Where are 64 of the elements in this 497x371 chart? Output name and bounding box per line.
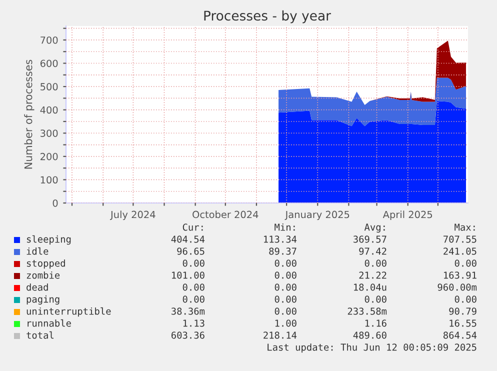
y-tick-label: 0 — [52, 199, 58, 207]
text: 1.13 — [183, 320, 204, 327]
text: 0.00 — [274, 284, 296, 291]
text: Last update: Thu Jun 12 00:05:09 2025 — [268, 343, 476, 353]
text: 233.58m — [348, 308, 387, 315]
y-tick-label: 700 — [40, 36, 58, 44]
text: 21.22 — [359, 272, 386, 279]
y-axis-title: Number of processes — [24, 60, 34, 169]
legend-label: sleeping — [26, 235, 71, 245]
legend-label: stopped — [26, 259, 65, 269]
text: 18.04u — [354, 284, 386, 291]
y-tick-label: 300 — [40, 130, 58, 137]
text: 404.54 — [171, 236, 205, 243]
legend-label: zombie — [26, 271, 60, 279]
y-tick-label: 100 — [40, 176, 58, 184]
text: 218.14 — [264, 332, 297, 339]
text: 0.00 — [364, 260, 386, 267]
text: 0.00 — [274, 308, 296, 315]
text: 113.34 — [264, 236, 297, 243]
legend-label: dead — [26, 283, 48, 291]
y-tick-label: 500 — [40, 83, 58, 90]
text: 0.00 — [364, 296, 386, 303]
text: 0.00 — [182, 260, 204, 267]
text: 707.55 — [444, 236, 476, 243]
text: 241.05 — [444, 248, 476, 255]
text: 489.60 — [353, 332, 386, 339]
text: 0.00 — [182, 296, 204, 303]
text: 603.36 — [172, 332, 204, 339]
text: 38.36m — [172, 308, 205, 315]
text: 0.00 — [274, 260, 296, 267]
y-tick-label: 600 — [40, 60, 58, 68]
y-tick-label: 200 — [40, 152, 58, 160]
text: 1.16 — [365, 320, 386, 327]
text: Avg: — [364, 224, 385, 233]
legend-label: idle — [26, 247, 48, 255]
chart-title: Processes - by year — [204, 10, 331, 24]
legend-label: paging — [26, 295, 60, 305]
text: 90.79 — [449, 308, 476, 315]
text: 0.00 — [182, 284, 204, 291]
text: 163.91 — [444, 272, 476, 279]
text: Min: — [274, 223, 295, 231]
y-tick-label: 400 — [40, 106, 58, 114]
x-tick-label: April 2025 — [382, 210, 432, 220]
text: 101.00 — [172, 272, 204, 279]
text: 960.00m — [438, 284, 477, 291]
text: 0.00 — [454, 296, 476, 303]
text: 96.65 — [177, 248, 204, 255]
legend-label: total — [26, 331, 54, 339]
text: 0.00 — [454, 260, 476, 267]
text: 89.37 — [269, 248, 296, 255]
text: 16.55 — [450, 320, 476, 327]
legend-label: runnable — [28, 319, 71, 327]
text: 1.00 — [275, 320, 296, 327]
text: 864.54 — [443, 332, 477, 339]
text: Max: — [454, 224, 475, 231]
text: 0.00 — [274, 272, 296, 279]
text: 369.57 — [354, 236, 386, 243]
text: 97.42 — [359, 248, 386, 255]
x-tick-label: October 2024 — [192, 210, 258, 218]
legend-label: uninterruptible — [26, 307, 111, 317]
text: Cur: — [182, 224, 203, 231]
text: 0.00 — [274, 296, 296, 303]
x-tick-label: July 2024 — [110, 210, 156, 220]
x-tick-label: January 2025 — [284, 210, 350, 220]
